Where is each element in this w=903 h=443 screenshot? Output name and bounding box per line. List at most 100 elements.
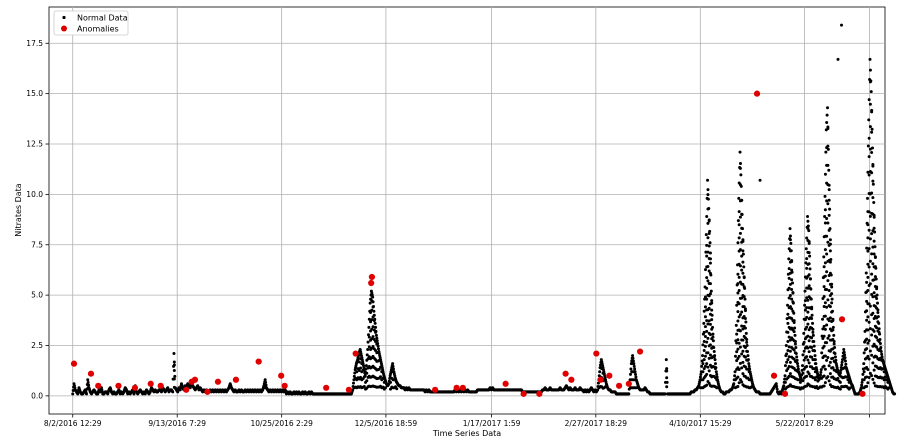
normal-data-point	[788, 282, 792, 286]
normal-data-point	[807, 262, 811, 266]
normal-data-point	[737, 302, 741, 306]
normal-data-point	[738, 150, 742, 154]
normal-data-point	[173, 374, 177, 378]
normal-data-point	[823, 367, 827, 371]
normal-data-point	[706, 221, 710, 225]
normal-data-point	[628, 372, 632, 376]
normal-data-point	[86, 378, 90, 382]
y-tick-label: 5.0	[31, 291, 43, 300]
normal-data-point	[867, 265, 871, 269]
normal-data-point	[826, 375, 830, 379]
normal-data-point	[631, 356, 635, 360]
normal-data-point	[792, 357, 796, 361]
anomaly-point	[204, 388, 211, 395]
normal-data-point	[739, 184, 743, 188]
normal-data-point	[351, 381, 355, 385]
normal-data-point	[371, 295, 375, 299]
normal-data-point	[789, 249, 793, 253]
normal-data-point	[741, 349, 745, 353]
normal-data-point	[788, 294, 792, 298]
normal-data-point	[738, 264, 742, 268]
normal-data-point	[786, 312, 790, 316]
anomaly-point	[323, 384, 330, 391]
normal-data-point	[823, 301, 827, 305]
normal-data-point	[868, 57, 872, 61]
normal-data-point	[707, 269, 711, 273]
normal-data-point	[741, 260, 745, 264]
normal-data-point	[705, 329, 709, 333]
normal-data-point	[831, 309, 835, 313]
normal-data-point	[868, 349, 872, 353]
normal-data-point	[878, 347, 882, 351]
normal-data-point	[879, 350, 883, 354]
normal-data-point	[807, 229, 811, 233]
normal-data-point	[706, 279, 710, 283]
normal-data-point	[806, 224, 810, 228]
normal-data-point	[810, 336, 814, 340]
normal-data-point	[736, 319, 740, 323]
legend-normal-marker	[62, 15, 66, 20]
normal-data-point	[793, 342, 797, 346]
normal-data-point	[865, 309, 869, 313]
normal-data-point	[775, 387, 779, 391]
normal-data-point	[826, 202, 830, 206]
normal-data-point	[384, 386, 388, 390]
normal-data-point	[743, 307, 747, 311]
normal-data-point	[366, 348, 370, 352]
normal-data-point	[746, 358, 750, 362]
normal-data-point	[868, 68, 872, 72]
normal-data-point	[371, 345, 375, 348]
normal-data-point	[395, 387, 399, 391]
normal-data-point	[715, 372, 719, 376]
normal-data-point	[867, 247, 871, 251]
normal-data-point	[875, 293, 879, 297]
anomaly-point	[562, 370, 569, 377]
normal-data-point	[877, 327, 881, 331]
normal-data-point	[372, 313, 376, 317]
anomaly-point	[368, 279, 375, 287]
normal-data-point	[736, 347, 740, 351]
normal-data-point	[735, 350, 739, 354]
normal-data-point	[708, 271, 712, 275]
anomaly-point	[95, 382, 102, 389]
anomaly-point	[255, 358, 262, 365]
anomaly-point	[281, 382, 288, 389]
normal-data-point	[707, 206, 711, 210]
normal-data-point	[790, 297, 794, 301]
normal-data-point	[737, 275, 741, 279]
normal-data-point	[871, 311, 875, 315]
normal-data-point	[873, 230, 877, 234]
normal-data-point	[893, 392, 897, 396]
normal-data-point	[359, 375, 363, 379]
normal-data-point	[264, 383, 268, 387]
normal-data-point	[872, 368, 876, 372]
normal-data-point	[826, 221, 830, 225]
normal-data-point	[738, 378, 742, 382]
normal-data-point	[699, 372, 703, 376]
normal-data-point	[791, 300, 795, 304]
normal-data-point	[701, 370, 705, 374]
normal-data-point	[828, 360, 832, 364]
normal-data-point	[365, 379, 369, 383]
normal-data-point	[706, 178, 710, 182]
normal-data-point	[703, 335, 707, 339]
normal-data-point	[822, 374, 826, 378]
normal-data-point	[803, 299, 807, 303]
normal-data-point	[870, 127, 874, 131]
normal-data-point	[705, 297, 709, 301]
normal-data-point	[803, 318, 807, 322]
y-tick-label: 15.0	[26, 89, 43, 98]
normal-data-point	[705, 254, 709, 258]
normal-data-point	[825, 234, 829, 238]
normal-data-point	[826, 279, 830, 283]
normal-data-point	[848, 386, 852, 390]
normal-data-point	[664, 358, 668, 362]
normal-data-point	[828, 249, 832, 253]
normal-data-point	[822, 285, 826, 289]
normal-data-point	[826, 147, 830, 151]
anomaly-point	[115, 382, 122, 389]
normal-data-point	[702, 309, 706, 313]
normal-data-point	[741, 249, 745, 253]
normal-data-point	[830, 285, 834, 289]
normal-data-point	[831, 319, 835, 323]
